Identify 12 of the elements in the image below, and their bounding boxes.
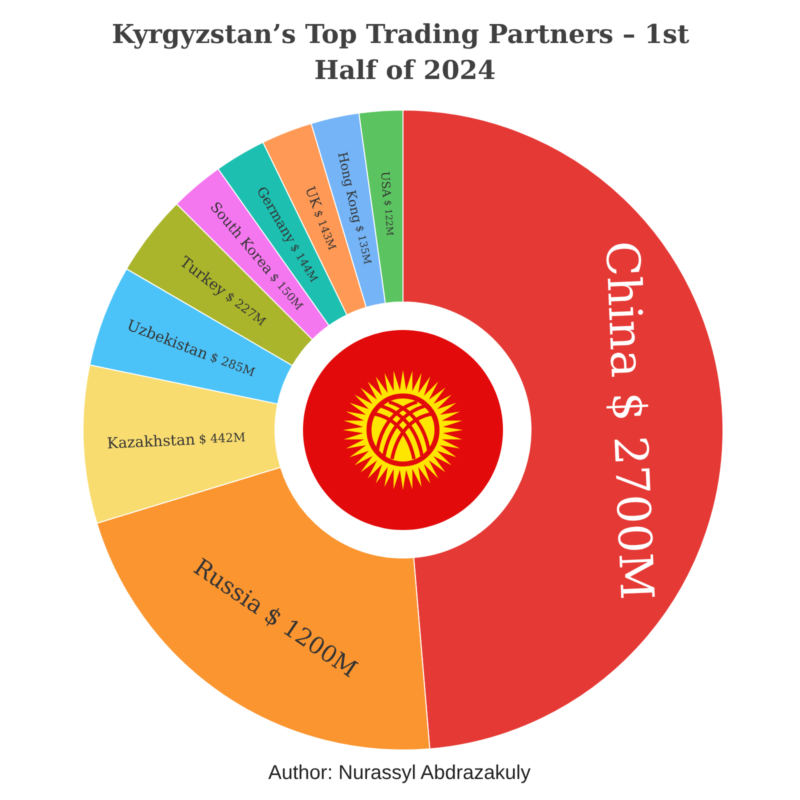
data-label: $ 122M — [381, 196, 396, 236]
slice-label: China — [595, 240, 655, 379]
text: Author: Nurassyl Abdrazakuly — [268, 762, 531, 784]
slice-label: USA — [378, 170, 394, 198]
data-label: $ 2700M — [602, 390, 664, 602]
slice-label: Hong Kong — [335, 150, 366, 224]
data-label: $ 442M — [194, 430, 246, 446]
slice-label: Kazakhstan — [106, 430, 196, 452]
data-label: $ 285M — [204, 348, 257, 380]
chart-title: Kyrgyzstan’s Top Trading Partners – 1st Half of 2024 — [112, 20, 698, 86]
slice-label: UK — [301, 184, 324, 212]
data-label: $ 135M — [353, 224, 372, 266]
